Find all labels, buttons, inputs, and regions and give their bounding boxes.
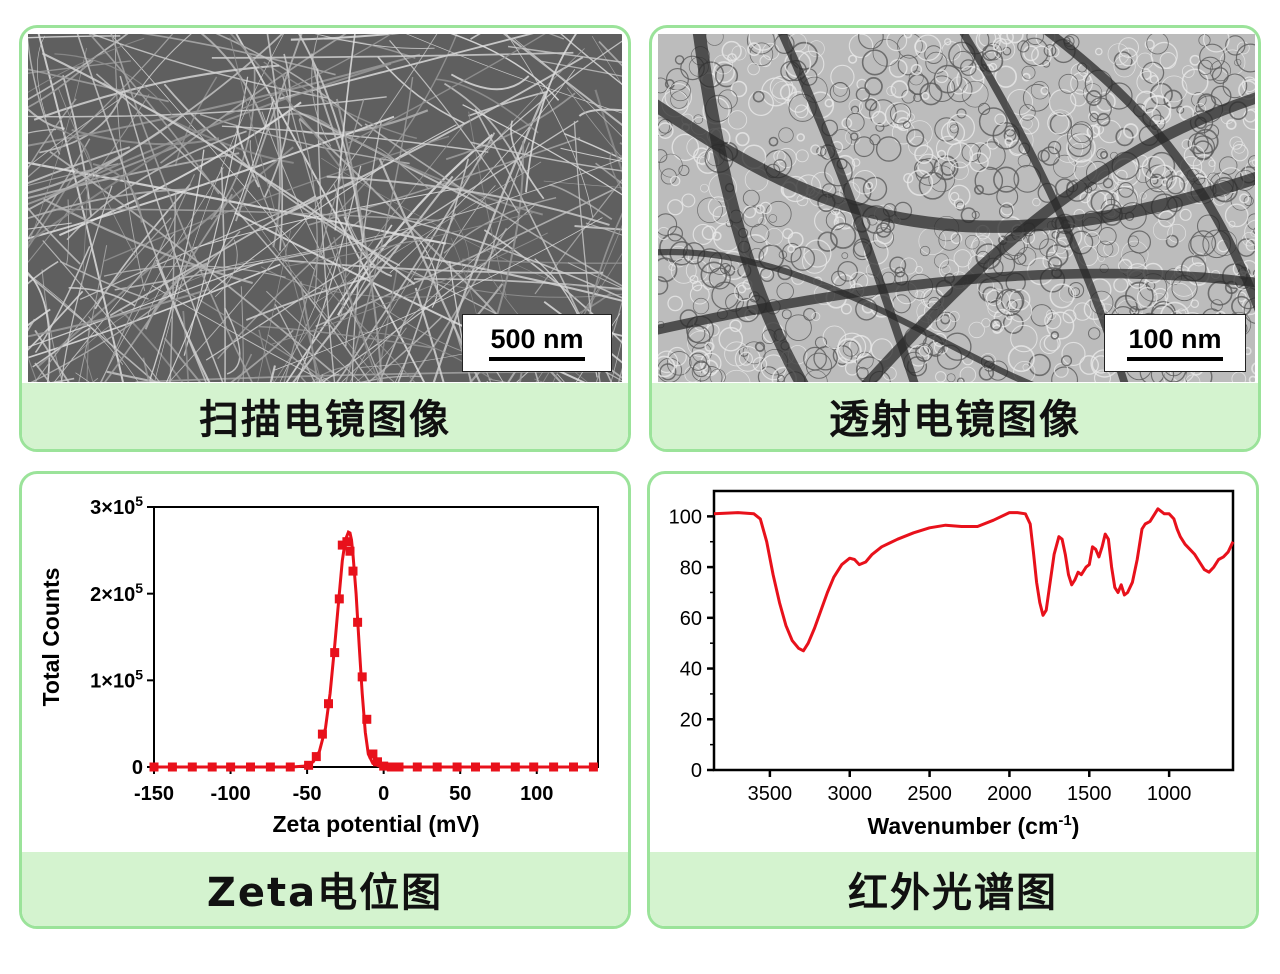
zeta-marker bbox=[353, 617, 363, 627]
zeta-marker bbox=[345, 546, 355, 556]
tem-fibers bbox=[658, 34, 1255, 382]
zeta-marker bbox=[207, 762, 217, 772]
zeta-marker bbox=[588, 762, 598, 772]
y-tick-label: 60 bbox=[680, 608, 702, 630]
zeta-marker bbox=[412, 762, 422, 772]
plot-frame bbox=[153, 506, 599, 768]
tem-texture bbox=[658, 34, 1255, 382]
zeta-marker bbox=[368, 749, 378, 759]
sem-texture bbox=[28, 34, 622, 382]
zeta-marker bbox=[471, 762, 480, 772]
zeta-marker bbox=[311, 752, 321, 762]
zeta-x-axis-title: Zeta potential (mV) bbox=[272, 811, 479, 837]
y-tick-label: 3×105 bbox=[90, 493, 143, 519]
sem-panel: 500 nm 扫描电镜图像 bbox=[19, 25, 631, 452]
y-tick-label: 0 bbox=[132, 757, 143, 779]
zeta-marker bbox=[167, 762, 177, 772]
ir-x-axis-title: Wavenumber (cm-1) bbox=[868, 812, 1080, 839]
sem-image: 500 nm bbox=[28, 34, 622, 382]
tem-image: 100 nm bbox=[658, 34, 1255, 382]
sem-caption: 扫描电镜图像 bbox=[22, 383, 628, 449]
zeta-marker bbox=[149, 762, 159, 772]
y-tick-label: 20 bbox=[680, 709, 702, 731]
zeta-marker bbox=[348, 566, 358, 576]
x-tick-label: 2000 bbox=[987, 783, 1032, 805]
zeta-marker bbox=[432, 762, 442, 772]
zeta-marker bbox=[285, 762, 295, 772]
zeta-marker bbox=[226, 762, 236, 772]
zeta-y-axis-title: Total Counts bbox=[38, 568, 64, 707]
zeta-marker bbox=[337, 540, 347, 550]
zeta-marker bbox=[317, 729, 327, 739]
tem-caption: 透射电镜图像 bbox=[652, 383, 1258, 449]
zeta-panel: -150 -100 -50 0 50 100 0 1×105 2×105 3×105 Zeta po… bbox=[19, 471, 631, 929]
x-tick-label: 100 bbox=[520, 783, 553, 805]
zeta-marker bbox=[334, 594, 344, 604]
zeta-marker bbox=[379, 761, 389, 771]
x-tick-label: 3000 bbox=[827, 783, 872, 805]
zeta-marker bbox=[529, 762, 539, 772]
plot-frame bbox=[712, 489, 1235, 772]
zeta-marker bbox=[342, 537, 352, 547]
zeta-marker bbox=[549, 762, 559, 772]
x-tick-label: 2500 bbox=[907, 783, 952, 805]
zeta-caption: Zeta电位图 bbox=[22, 852, 628, 926]
zeta-marker bbox=[304, 760, 314, 770]
tem-scale-label: 100 nm bbox=[1128, 323, 1222, 354]
zeta-series-line bbox=[154, 529, 598, 769]
zeta-marker bbox=[187, 762, 197, 772]
x-tick-label: -150 bbox=[134, 783, 174, 805]
zeta-marker bbox=[246, 762, 255, 772]
zeta-chart: -150 -100 -50 0 50 100 0 1×105 2×105 3×105 Zeta po… bbox=[38, 493, 599, 837]
zeta-marker bbox=[265, 762, 275, 772]
zeta-marker bbox=[357, 672, 367, 682]
ir-series-line bbox=[713, 507, 1235, 653]
x-tick-label: -100 bbox=[211, 783, 251, 805]
x-tick-label: 0 bbox=[378, 783, 389, 805]
sem-scale-label: 500 nm bbox=[490, 323, 584, 354]
zeta-marker bbox=[386, 762, 396, 772]
y-tick-label: 40 bbox=[680, 659, 702, 681]
x-tick-label: 3500 bbox=[748, 783, 793, 805]
y-tick-label: 80 bbox=[680, 557, 702, 579]
sem-scale-bar: 500 nm bbox=[462, 314, 612, 372]
y-tick-label: 1×105 bbox=[90, 667, 143, 693]
ir-panel: 3500 3000 2500 2000 1500 1000 0 20 40 60 80 100 Wave… bbox=[647, 471, 1259, 929]
tem-scale-bar: 100 nm bbox=[1104, 314, 1246, 372]
zeta-marker bbox=[490, 762, 500, 772]
zeta-marker bbox=[569, 762, 578, 772]
y-tick-label: 100 bbox=[669, 507, 702, 529]
y-tick-label: 2×105 bbox=[90, 580, 143, 606]
sem-fibers bbox=[28, 34, 622, 382]
zeta-marker bbox=[394, 762, 404, 772]
x-tick-label: 1000 bbox=[1147, 783, 1192, 805]
zeta-marker bbox=[373, 757, 382, 767]
ir-chart: 3500 3000 2500 2000 1500 1000 0 20 40 60 80 100 Wave… bbox=[669, 489, 1235, 839]
x-tick-label: 50 bbox=[449, 783, 471, 805]
zeta-marker bbox=[330, 648, 340, 658]
y-tick-label: 0 bbox=[691, 760, 702, 782]
zeta-marker bbox=[324, 699, 333, 709]
zeta-marker bbox=[452, 762, 462, 772]
x-tick-label: -50 bbox=[293, 783, 322, 805]
ir-caption: 红外光谱图 bbox=[650, 852, 1256, 926]
zeta-marker bbox=[362, 714, 372, 724]
zeta-marker bbox=[510, 762, 520, 772]
x-tick-label: 1500 bbox=[1067, 783, 1112, 805]
tem-panel: 100 nm 透射电镜图像 bbox=[649, 25, 1261, 452]
